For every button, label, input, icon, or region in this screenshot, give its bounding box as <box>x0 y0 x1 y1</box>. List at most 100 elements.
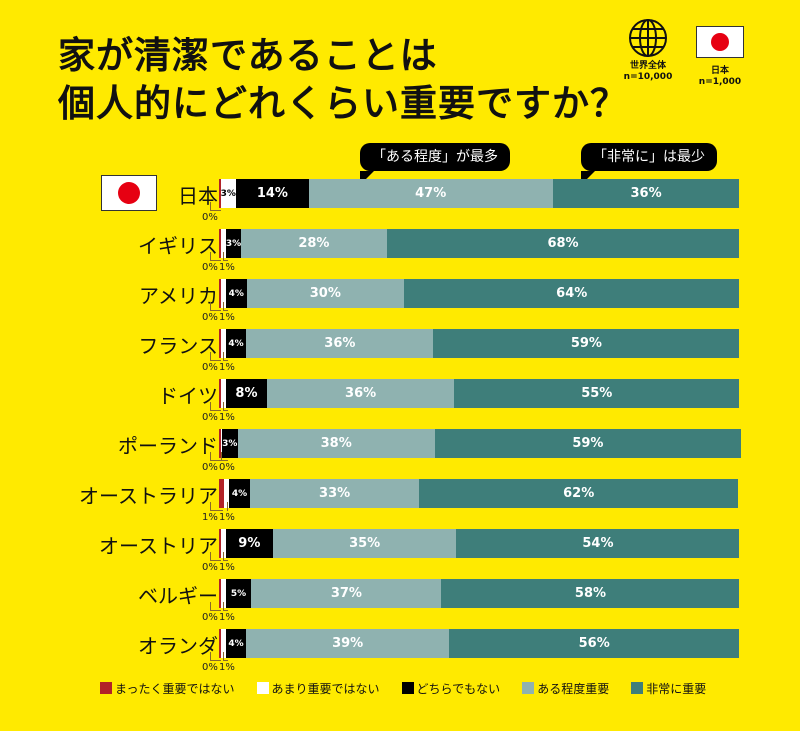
bar-segment: 4% <box>225 279 247 308</box>
bar-segment: 3% <box>225 229 242 258</box>
data-label: 0% <box>202 662 218 673</box>
bar-segment <box>219 329 221 358</box>
category-label: ドイツ <box>158 384 218 408</box>
leader-line <box>210 352 221 361</box>
legend-item: どちらでもない <box>401 680 501 697</box>
bar-segment <box>220 379 226 408</box>
legend-label: どちらでもない <box>416 682 501 696</box>
leader-line <box>223 652 228 661</box>
callout-very: 「非常に」は最少 <box>581 143 717 185</box>
leader-line <box>223 302 228 311</box>
legend-swatch <box>631 682 644 694</box>
category-label: オーストリア <box>99 534 218 558</box>
bar-segment: 9% <box>225 529 273 558</box>
category-label: フランス <box>138 334 218 358</box>
data-label: 0% <box>202 362 218 373</box>
legend-swatch <box>522 682 535 694</box>
data-label: 0% <box>202 462 218 473</box>
world-n: n=10,000 <box>623 72 673 82</box>
bar-segment: 8% <box>225 379 268 408</box>
bar-segment: 35% <box>272 529 457 558</box>
world-sample: 世界全体 n=10,000 <box>618 18 678 83</box>
leader-line <box>210 452 221 461</box>
legend-swatch <box>401 682 414 694</box>
leader-line <box>226 502 228 511</box>
data-label: 1% <box>219 312 235 323</box>
bar-segment <box>219 179 221 208</box>
legend-item: ある程度重要 <box>522 680 609 697</box>
bar-segment: 62% <box>419 479 738 508</box>
callout-somewhat: 「ある程度」が最多 <box>360 143 510 185</box>
bar-segment: 55% <box>454 379 740 408</box>
bar-segment: 3% <box>222 429 238 458</box>
data-label: 0% <box>219 462 235 473</box>
bar-segment: 3% <box>220 179 237 208</box>
bar-segment <box>219 429 221 458</box>
category-label: オランダ <box>138 634 218 658</box>
bar-segment: 33% <box>249 479 420 508</box>
legend-item: あまり重要ではない <box>256 680 380 697</box>
bar-segment <box>219 479 225 508</box>
bar-segment <box>220 629 226 658</box>
bar-segment: 38% <box>237 429 435 458</box>
bar-segment: 36% <box>552 179 740 208</box>
bar-segment <box>220 579 226 608</box>
data-label: 1% <box>219 612 235 623</box>
bar-segment <box>219 229 221 258</box>
category-label: イギリス <box>138 234 218 258</box>
bar-segment <box>220 229 226 258</box>
japan-n: n=1,000 <box>698 77 742 87</box>
legend-item: まったく重要ではない <box>100 680 235 697</box>
bar-segment: 14% <box>236 179 309 208</box>
title-line-1: 家が清潔であることは <box>58 34 438 77</box>
leader-line <box>223 352 228 361</box>
data-label: 1% <box>219 662 235 673</box>
legend-label: 非常に重要 <box>646 682 707 696</box>
data-label: 1% <box>202 512 218 523</box>
data-label: 0% <box>202 562 218 573</box>
data-label: 1% <box>219 262 235 273</box>
data-label: 0% <box>202 412 218 423</box>
leader-line <box>210 402 221 411</box>
bar-segment: 37% <box>251 579 442 608</box>
globe-icon <box>629 19 667 57</box>
bar-segment <box>220 279 226 308</box>
bar-segment: 58% <box>441 579 740 608</box>
bar-segment: 39% <box>246 629 449 658</box>
data-label: 1% <box>219 512 235 523</box>
data-label: 0% <box>202 312 218 323</box>
legend-item: 非常に重要 <box>631 680 706 697</box>
bar-segment: 28% <box>241 229 387 258</box>
leader-line <box>223 552 228 561</box>
bar-segment: 56% <box>448 629 740 658</box>
bar-segment <box>219 629 221 658</box>
chart-title: 家が清潔であることは 個人的にどれくらい重要ですか？ <box>58 32 628 128</box>
data-label: 1% <box>219 412 235 423</box>
legend-swatch <box>100 682 112 694</box>
bar-segment: 36% <box>267 379 455 408</box>
legend-swatch <box>256 682 269 694</box>
leader-line <box>221 452 228 461</box>
bar-segment <box>220 429 222 458</box>
bar-segment: 4% <box>225 329 247 358</box>
bar-segment: 54% <box>456 529 740 558</box>
bar-segment: 47% <box>308 179 553 208</box>
legend: まったく重要ではない あまり重要ではない どちらでもない ある程度重要 非常に重要 <box>100 680 706 697</box>
bar-segment <box>220 329 226 358</box>
legend-label: あまり重要ではない <box>271 682 380 696</box>
category-label: ベルギー <box>138 584 218 608</box>
bar-segment: 36% <box>246 329 434 358</box>
category-label: ポーランド <box>118 434 218 458</box>
bar-segment: 59% <box>434 429 741 458</box>
data-label: 1% <box>219 362 235 373</box>
leader-line <box>223 402 228 411</box>
bar-segment: 4% <box>229 479 250 508</box>
bar-segment: 4% <box>225 629 247 658</box>
leader-line <box>223 602 228 611</box>
bar-segment <box>224 479 230 508</box>
leader-line <box>210 652 221 661</box>
bar-segment: 64% <box>403 279 740 308</box>
bar-segment: 30% <box>246 279 404 308</box>
leader-line <box>210 552 221 561</box>
